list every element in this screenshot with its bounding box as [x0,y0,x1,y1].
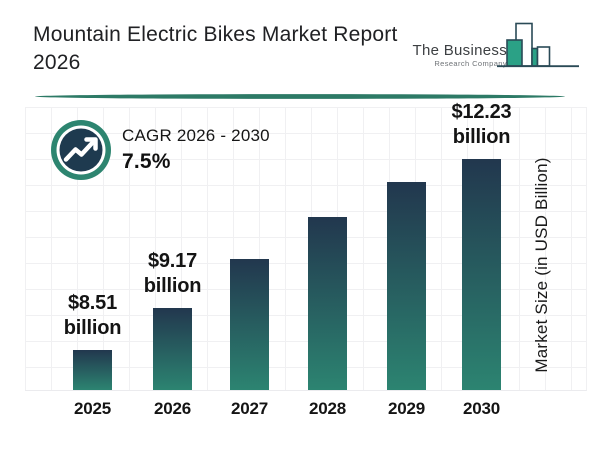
value-label-2025: $8.51 billion [63,292,122,339]
bar-2028 [308,217,347,390]
x-axis-label-2030: 2030 [462,399,501,418]
bar-2029 [387,182,426,390]
logo-bar-chart-icon [497,22,579,68]
bar-2025 [73,350,112,390]
value-label-2030: $12.23 billion [451,101,512,148]
logo-wordmark: The Business Research Company [413,43,507,68]
x-axis-label-2025: 2025 [73,399,112,418]
bar-2027 [230,259,269,390]
cagr-label: CAGR 2026 - 2030 [122,126,270,145]
logo-company-subtitle: Research Company [434,59,507,68]
page-title-line1: Mountain Electric Bikes Market Report [33,23,398,46]
cagr-value: 7.5% [122,150,171,173]
header-divider [35,94,565,99]
x-axis-label-2029: 2029 [387,399,426,418]
x-axis-label-2028: 2028 [308,399,347,418]
page-title-line2: 2026 [33,51,81,74]
cagr-callout: CAGR 2026 - 2030 7.5% [122,126,270,174]
y-axis-title: Market Size (in USD Billion) [532,157,551,373]
bar-2030 [462,159,501,390]
x-axis-label-2026: 2026 [153,399,192,418]
bar-2026 [153,308,192,390]
page-title: Mountain Electric Bikes Market Report 20… [33,21,398,77]
logo-company-name: The Business [412,42,507,59]
trend-up-icon [51,120,111,180]
x-axis-label-2027: 2027 [230,399,269,418]
value-label-2026: $9.17 billion [143,250,202,297]
